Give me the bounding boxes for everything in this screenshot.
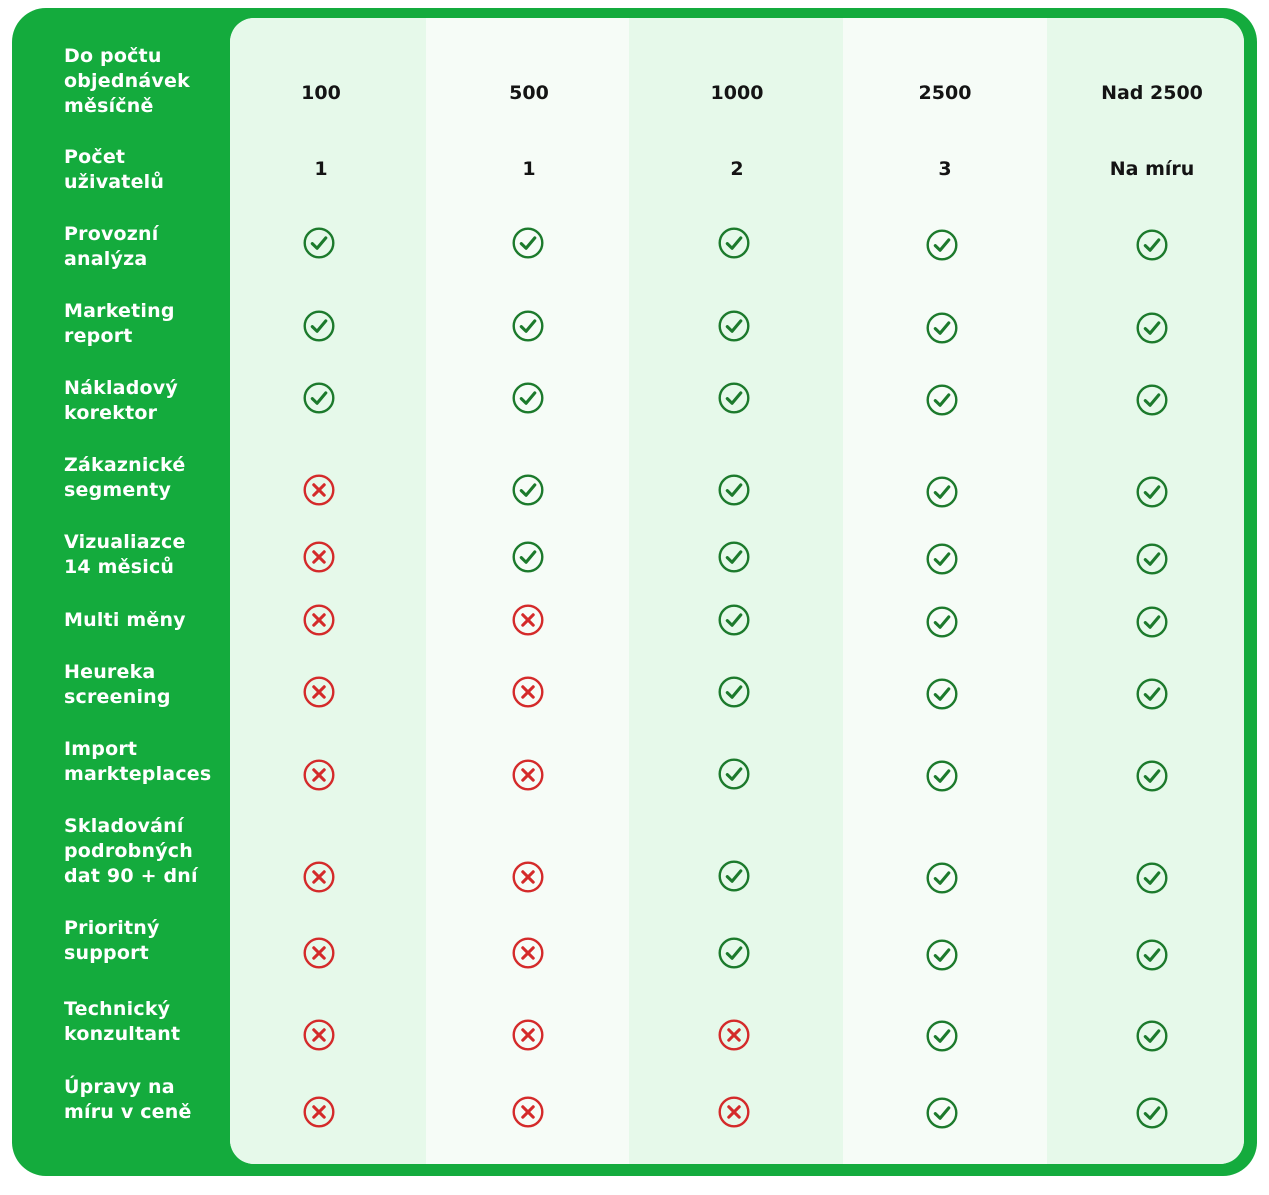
feature-label-prioritny-support: Prioritný support	[64, 917, 160, 964]
plan-column-band-1	[230, 18, 426, 1164]
feature-label-technicky-konzultant: Technický konzultant	[64, 998, 181, 1045]
check-icon	[926, 939, 958, 971]
check-icon	[718, 474, 750, 506]
check-icon	[718, 860, 750, 892]
feature-label-import-markteplaces: Import markteplaces	[64, 738, 212, 785]
cross-icon	[303, 937, 335, 969]
check-icon	[718, 676, 750, 708]
cross-icon	[303, 1096, 335, 1128]
feature-label-marketing-report: Marketing report	[64, 300, 175, 347]
check-icon	[926, 384, 958, 416]
check-icon	[1136, 312, 1168, 344]
check-icon	[1136, 1097, 1168, 1129]
plan-column-band-2	[426, 18, 629, 1164]
check-icon	[926, 606, 958, 638]
check-icon	[1136, 678, 1168, 710]
cell-pocet-uzivatelu-plan-4: 3	[938, 158, 952, 180]
check-icon	[1136, 384, 1168, 416]
check-icon	[926, 1020, 958, 1052]
cross-icon	[303, 759, 335, 791]
cell-do-poctu-objednavek-mesicne-plan-4: 2500	[918, 82, 972, 104]
check-icon	[718, 382, 750, 414]
check-icon	[512, 310, 544, 342]
check-icon	[1136, 476, 1168, 508]
plan-column-band-3	[629, 18, 843, 1164]
check-icon	[1136, 1020, 1168, 1052]
check-icon	[512, 227, 544, 259]
check-icon	[1136, 862, 1168, 894]
cell-pocet-uzivatelu-plan-1: 1	[314, 158, 328, 180]
cross-icon	[303, 676, 335, 708]
cross-icon	[512, 861, 544, 893]
check-icon	[926, 476, 958, 508]
check-icon	[718, 604, 750, 636]
feature-label-heureka-screening: Heureka screening	[64, 661, 171, 708]
cross-icon	[303, 861, 335, 893]
cell-do-poctu-objednavek-mesicne-plan-5: Nad 2500	[1101, 82, 1203, 104]
feature-label-do-poctu-objednavek-mesicne: Do počtu objednávek měsíčně	[64, 45, 190, 117]
pricing-table-panel	[230, 18, 1244, 1164]
cell-do-poctu-objednavek-mesicne-plan-2: 500	[509, 82, 549, 104]
check-icon	[1136, 606, 1168, 638]
cross-icon	[718, 1096, 750, 1128]
cross-icon	[303, 474, 335, 506]
cross-icon	[512, 1019, 544, 1051]
check-icon	[718, 541, 750, 573]
check-icon	[926, 760, 958, 792]
check-icon	[512, 382, 544, 414]
check-icon	[926, 312, 958, 344]
feature-label-skladovani-podrobnych-dat-90-dni: Skladování podrobných dat 90 + dní	[64, 815, 198, 887]
check-icon	[1136, 543, 1168, 575]
check-icon	[926, 1097, 958, 1129]
cell-pocet-uzivatelu-plan-3: 2	[730, 158, 744, 180]
cross-icon	[512, 937, 544, 969]
check-icon	[303, 382, 335, 414]
cross-icon	[303, 541, 335, 573]
feature-label-pocet-uzivatelu: Počet uživatelů	[64, 146, 165, 193]
check-icon	[926, 678, 958, 710]
cross-icon	[512, 1096, 544, 1128]
check-icon	[926, 862, 958, 894]
cell-pocet-uzivatelu-plan-2: 1	[522, 158, 536, 180]
feature-label-multi-meny: Multi měny	[64, 609, 186, 631]
feature-label-vizualiazce-14-mesicu: Vizualiazce 14 měsiců	[64, 531, 186, 578]
check-icon	[718, 310, 750, 342]
feature-label-zakaznicke-segmenty: Zákaznické segmenty	[64, 454, 186, 501]
check-icon	[303, 227, 335, 259]
check-icon	[718, 758, 750, 790]
plan-column-band-5	[1047, 18, 1244, 1164]
check-icon	[718, 937, 750, 969]
cross-icon	[512, 604, 544, 636]
check-icon	[1136, 229, 1168, 261]
cross-icon	[303, 604, 335, 636]
check-icon	[512, 474, 544, 506]
feature-label-nakladovy-korektor: Nákladový korektor	[64, 377, 178, 424]
check-icon	[718, 227, 750, 259]
cell-do-poctu-objednavek-mesicne-plan-3: 1000	[710, 82, 764, 104]
check-icon	[303, 310, 335, 342]
check-icon	[926, 543, 958, 575]
check-icon	[926, 229, 958, 261]
check-icon	[1136, 760, 1168, 792]
cross-icon	[512, 676, 544, 708]
feature-label-upravy-na-miru-v-cene: Úpravy na míru v ceně	[64, 1076, 192, 1123]
cell-do-poctu-objednavek-mesicne-plan-1: 100	[301, 82, 341, 104]
plan-column-band-4	[843, 18, 1047, 1164]
cell-pocet-uzivatelu-plan-5: Na míru	[1109, 158, 1195, 180]
feature-label-provozni-analyza: Provozní analýza	[64, 223, 159, 270]
check-icon	[1136, 939, 1168, 971]
check-icon	[512, 541, 544, 573]
cross-icon	[718, 1019, 750, 1051]
cross-icon	[303, 1019, 335, 1051]
cross-icon	[512, 759, 544, 791]
